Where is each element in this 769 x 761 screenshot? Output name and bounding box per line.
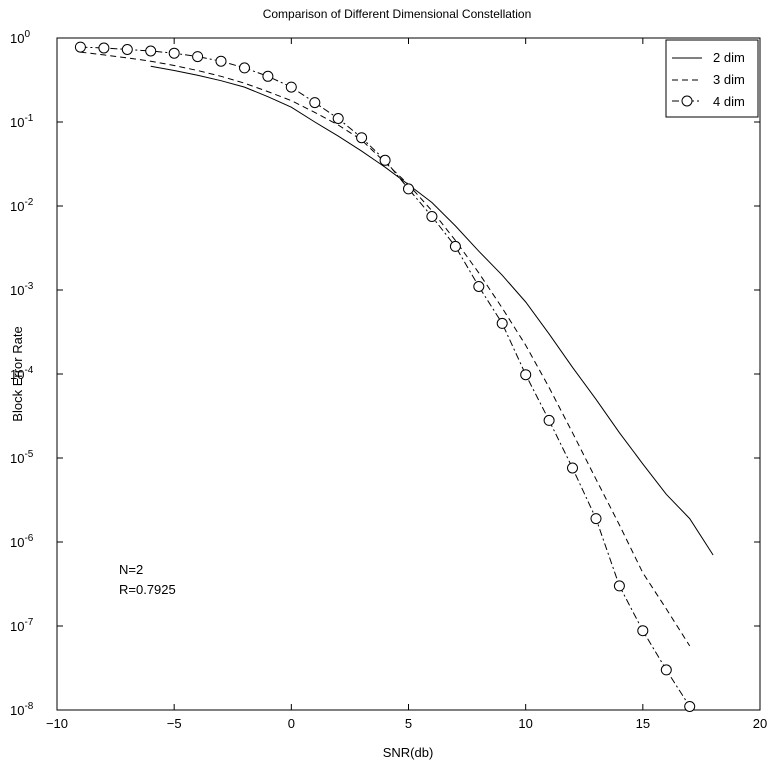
- data-point-marker: [637, 625, 649, 637]
- y-axis-label: Block Error Rate: [10, 326, 25, 421]
- x-tick-label: 10: [518, 716, 532, 731]
- x-tick-labels: −10 −5 0 5 10 15 20: [46, 716, 767, 731]
- legend-label: 2 dim: [713, 50, 745, 65]
- legend: 2 dim 3 dim 4 dim: [665, 39, 759, 118]
- data-point-marker: [262, 70, 274, 82]
- data-point-marker: [309, 97, 321, 109]
- legend-item-2dim: 2 dim: [672, 50, 745, 65]
- legend-item-4dim: 4 dim: [672, 94, 745, 109]
- data-point-marker: [332, 113, 344, 124]
- data-point-marker: [145, 45, 157, 57]
- legend-label: 3 dim: [713, 72, 745, 87]
- y-tick-label: 10-7: [10, 617, 34, 634]
- data-point-marker: [403, 183, 414, 195]
- x-axis-label: SNR(db): [383, 745, 434, 760]
- data-point-marker: [543, 414, 555, 426]
- data-point-marker: [520, 369, 532, 381]
- data-point-marker: [426, 211, 438, 222]
- legend-box: [665, 39, 759, 118]
- x-tick-label: 15: [636, 716, 650, 731]
- data-point-marker: [356, 132, 368, 144]
- legend-circle-marker: [681, 95, 693, 107]
- data-point-marker: [496, 317, 508, 329]
- legend-item-3dim: 3 dim: [672, 72, 745, 87]
- legend-label: 4 dim: [713, 94, 745, 109]
- y-tick-label: 10-4: [10, 365, 34, 382]
- y-tick-label: 10-3: [10, 281, 34, 298]
- y-tick-label: 100: [10, 29, 30, 46]
- x-tick-label: 5: [405, 716, 412, 731]
- chart-title: Comparison of Different Dimensional Cons…: [263, 7, 532, 21]
- data-point-marker: [285, 81, 297, 93]
- data-point-marker: [379, 154, 391, 166]
- data-point-marker: [684, 701, 696, 712]
- data-point-marker: [449, 240, 461, 252]
- x-tick-label: 0: [288, 716, 295, 731]
- data-point-marker: [98, 42, 110, 54]
- data-point-marker: [590, 513, 602, 525]
- y-tick-label: 10-2: [10, 197, 34, 214]
- data-point-marker: [473, 281, 485, 292]
- series-layer: [74, 41, 714, 712]
- y-tick-labels: 100 10-1 10-2 10-3 10-4 10-5 10-6 10-7 10-8: [10, 29, 34, 718]
- data-point-marker: [121, 44, 133, 55]
- data-point-marker: [567, 462, 578, 474]
- data-point-marker: [660, 664, 672, 676]
- data-point-marker: [74, 41, 86, 53]
- axis-ticks: [56, 37, 761, 711]
- x-tick-label: −10: [46, 716, 68, 731]
- y-tick-label: 10-6: [10, 533, 34, 550]
- x-tick-label: −5: [167, 716, 182, 731]
- annotation-r: R=0.7925: [119, 582, 176, 597]
- y-tick-label: 10-8: [10, 701, 34, 718]
- series-line: [150, 65, 714, 556]
- x-tick-label: 20: [753, 716, 767, 731]
- series-4-dim: [74, 41, 696, 712]
- data-point-marker: [239, 62, 250, 74]
- y-tick-label: 10-1: [10, 113, 34, 130]
- series-2-dim: [150, 65, 714, 556]
- data-point-marker: [215, 55, 227, 67]
- annotation-n: N=2: [119, 562, 143, 577]
- data-point-marker: [192, 51, 204, 63]
- data-point-marker: [168, 47, 180, 59]
- y-tick-label: 10-5: [10, 449, 34, 466]
- plot-area: [56, 37, 761, 711]
- data-point-marker: [613, 580, 625, 592]
